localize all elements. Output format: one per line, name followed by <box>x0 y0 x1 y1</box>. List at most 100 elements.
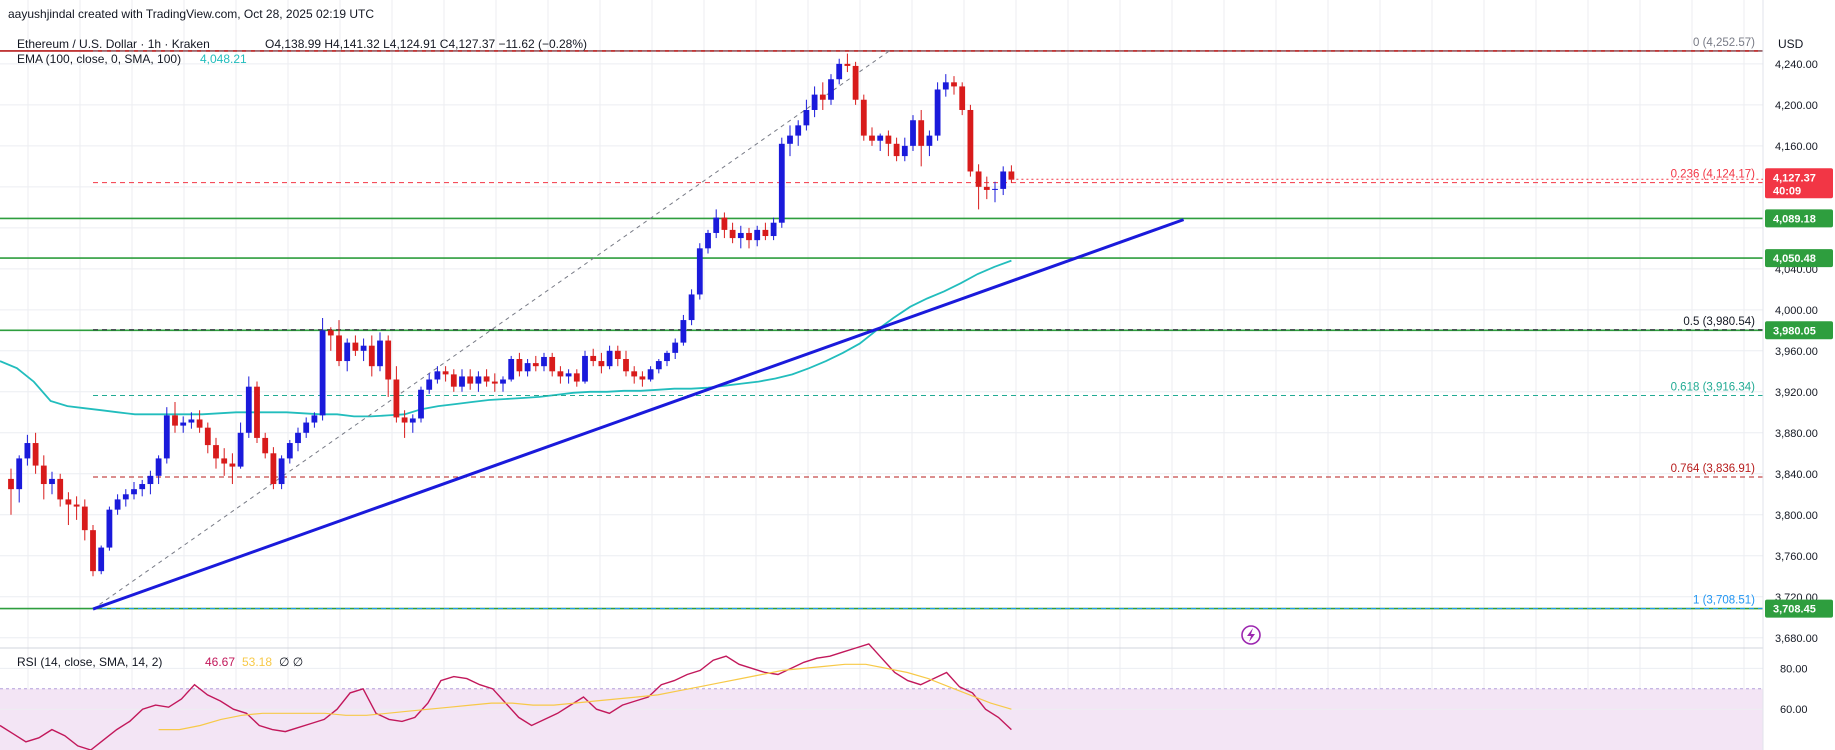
candle-body <box>918 120 925 146</box>
candle-body <box>639 376 646 380</box>
candle-body <box>57 478 64 500</box>
rsi-value: 46.67 <box>205 655 235 669</box>
candle-body <box>475 376 482 384</box>
candle-body <box>1000 171 1007 189</box>
candle-body <box>565 373 572 377</box>
price-tick-label: 3,800.00 <box>1775 510 1818 522</box>
rsi-extra-value: ∅ ∅ <box>279 655 303 669</box>
ema-indicator-value: 4,048.21 <box>200 52 247 66</box>
candle-body <box>975 171 982 187</box>
candle-body <box>49 478 55 485</box>
candle-body <box>869 135 875 141</box>
candle-body <box>114 499 121 510</box>
candle-body <box>393 379 400 418</box>
candle-body <box>180 422 187 426</box>
candle-body <box>81 506 88 531</box>
candle-body <box>623 359 629 372</box>
candle-body <box>1008 171 1015 180</box>
candle-body <box>787 135 793 144</box>
candle-body <box>516 359 523 372</box>
candle-body <box>762 229 769 237</box>
candle-body <box>352 342 359 351</box>
candle-body <box>155 458 162 476</box>
candle-body <box>360 345 367 351</box>
candle-body <box>368 345 375 367</box>
candle-body <box>705 232 711 249</box>
candle-body <box>163 415 170 459</box>
level-price-badge-text: 4,050.48 <box>1773 253 1816 265</box>
candle-body <box>459 376 465 387</box>
fib-level-label: 0.764 (3,836.91) <box>1671 463 1756 475</box>
candle-body <box>795 125 802 136</box>
candle-body <box>819 94 826 100</box>
candle-body <box>680 320 687 343</box>
candle-body <box>270 453 277 485</box>
candle-body <box>967 109 974 172</box>
candle-body <box>147 475 154 485</box>
price-tick-label: 3,920.00 <box>1775 387 1818 399</box>
candle-body <box>836 63 843 80</box>
rsi-tick-label: 60.00 <box>1780 704 1808 716</box>
candle-body <box>131 489 137 495</box>
level-price-badge <box>1765 599 1833 618</box>
candle-body <box>188 419 195 423</box>
fib-level-label: 1 (3,708.51) <box>1693 595 1755 607</box>
price-tick-label: 3,840.00 <box>1775 469 1818 481</box>
candle-body <box>385 340 392 380</box>
fib-diagonal-line <box>92 51 889 610</box>
rsi-series <box>0 643 1763 750</box>
currency-label[interactable]: USD <box>1778 37 1804 51</box>
candle-body <box>229 463 236 467</box>
candle-body <box>631 371 638 377</box>
candle-body <box>729 229 736 239</box>
candle-body <box>401 417 408 423</box>
trendline-layer <box>92 218 1185 611</box>
price-tick-label: 4,000.00 <box>1775 305 1818 317</box>
candle-body <box>942 82 949 90</box>
ascending-trendline <box>92 218 1185 611</box>
candle-body <box>778 143 785 223</box>
fib-level-label: 0 (4,252.57) <box>1693 37 1755 49</box>
candle-body <box>721 217 728 230</box>
candle-body <box>237 432 244 467</box>
candle-body <box>910 120 916 146</box>
candle-body <box>844 63 851 66</box>
candle-body <box>409 418 416 423</box>
candle-body <box>959 86 966 110</box>
candle-body <box>811 94 818 110</box>
price-axis[interactable]: 4,240.004,200.004,160.004,040.004,000.00… <box>1762 0 1818 750</box>
price-badges: 4,089.18 4,050.48 3,980.05 3,708.45 4,127.37… <box>1011 168 1833 618</box>
replay-lightning-icon[interactable] <box>1241 625 1261 645</box>
fib-diagonal-layer <box>92 51 889 610</box>
price-tick-label: 3,760.00 <box>1775 551 1818 563</box>
candle-body <box>221 458 228 464</box>
candle-body <box>696 248 703 295</box>
candle-body <box>204 427 211 446</box>
candle-body <box>926 135 933 146</box>
candle-body <box>983 186 990 190</box>
candle-body <box>598 361 605 367</box>
ema-indicator-label[interactable]: EMA (100, close, 0, SMA, 100) <box>17 52 181 66</box>
rsi-indicator-label[interactable]: RSI (14, close, SMA, 14, 2) <box>17 655 162 669</box>
candle-body <box>934 89 941 136</box>
price-tick-label: 3,880.00 <box>1775 428 1818 440</box>
candle-body <box>311 415 318 423</box>
candle-body <box>434 371 441 380</box>
level-price-badge-text: 3,980.05 <box>1773 325 1816 337</box>
candle-body <box>746 232 752 241</box>
candle-body <box>65 499 72 505</box>
candlestick-series <box>8 53 1015 577</box>
ohlc-readout: O4,138.99 H4,141.32 L4,124.91 C4,127.37 … <box>265 37 587 51</box>
rsi-band-fill <box>0 688 1763 750</box>
candle-body <box>828 79 834 100</box>
level-price-badge-text: 3,708.45 <box>1773 604 1816 616</box>
price-tick-label: 3,680.00 <box>1775 633 1818 645</box>
candle-body <box>426 379 433 390</box>
symbol-title[interactable]: Ethereum / U.S. Dollar · 1h · Kraken <box>17 37 210 51</box>
current-price-text: 4,127.37 <box>1773 172 1816 184</box>
candle-body <box>336 335 342 362</box>
rsi-tick-label: 80.00 <box>1780 663 1808 675</box>
candle-body <box>32 443 39 466</box>
candle-body <box>40 465 47 485</box>
